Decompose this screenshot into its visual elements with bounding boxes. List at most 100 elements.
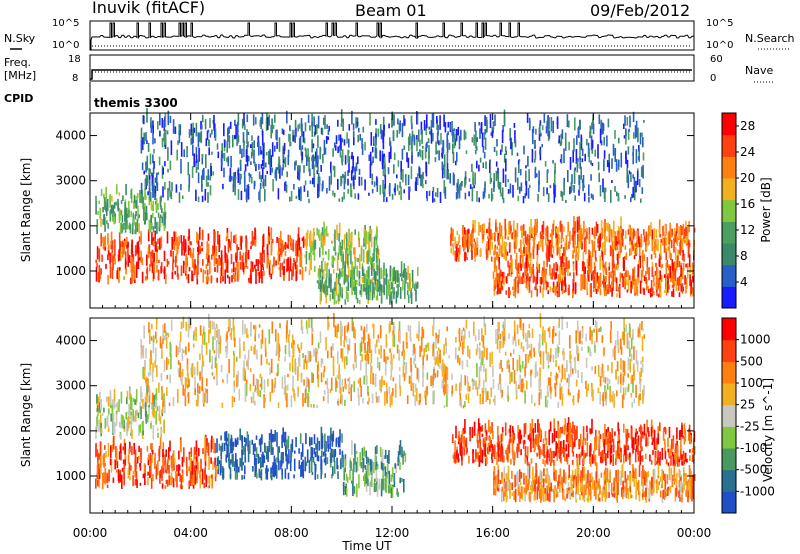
heatmap-cell (186, 468, 189, 472)
heatmap-cell (369, 279, 372, 292)
heatmap-cell (663, 238, 666, 253)
heatmap-cell (468, 228, 470, 234)
heatmap-cell (499, 232, 502, 239)
heatmap-cell (653, 246, 655, 255)
heatmap-cell (246, 129, 248, 144)
heatmap-cell (357, 231, 360, 241)
nsky-panel: N.Sky 10^5 10^0 10^5 10^0 N.Search (4, 18, 795, 51)
heatmap-cell (323, 451, 325, 456)
heatmap-cell (321, 227, 324, 241)
heatmap-cell (456, 449, 458, 460)
heatmap-cell (114, 216, 116, 224)
heatmap-cell (568, 487, 570, 491)
heatmap-cell (524, 277, 526, 284)
heatmap-cell (639, 450, 642, 465)
heatmap-cell (501, 488, 503, 503)
heatmap-cell (396, 290, 399, 296)
heatmap-cell (645, 487, 647, 497)
heatmap-cell (105, 186, 107, 202)
heatmap-cell (688, 243, 691, 248)
heatmap-cell (152, 253, 154, 264)
heatmap-cell (585, 231, 588, 239)
heatmap-cell (366, 251, 368, 264)
heatmap-cell (617, 287, 620, 292)
heatmap-cell (610, 434, 612, 440)
heatmap-cell (282, 246, 285, 252)
heatmap-cell (239, 428, 241, 441)
heatmap-cell (563, 289, 566, 293)
heatmap-cell (119, 212, 121, 221)
heatmap-cell (388, 450, 390, 464)
heatmap-cell (622, 485, 625, 489)
heatmap-cell (356, 298, 359, 304)
heatmap-cell (656, 267, 658, 273)
heatmap-cell (234, 119, 236, 126)
heatmap-cell (678, 430, 681, 440)
heatmap-cell (348, 156, 351, 164)
heatmap-cell (154, 238, 156, 242)
heatmap-cell (578, 126, 580, 138)
heatmap-cell (371, 291, 374, 301)
heatmap-cell (291, 439, 294, 453)
heatmap-cell (558, 446, 561, 458)
heatmap-cell (128, 209, 130, 218)
heatmap-cell (579, 141, 581, 157)
heatmap-cell (536, 244, 539, 258)
heatmap-cell (353, 486, 356, 494)
heatmap-cell (243, 436, 246, 443)
heatmap-cell (394, 463, 396, 469)
heatmap-cell (156, 182, 159, 191)
heatmap-cell (463, 439, 466, 449)
heatmap-cell (534, 150, 537, 160)
heatmap-cell (625, 128, 627, 136)
heatmap-cell (553, 465, 555, 477)
heatmap-cell (254, 264, 256, 269)
heatmap-cell (475, 449, 477, 457)
heatmap-cell (603, 449, 605, 462)
heatmap-cell (148, 407, 150, 417)
heatmap-cell (662, 470, 664, 481)
heatmap-cell (289, 235, 291, 242)
heatmap-cell (210, 457, 212, 464)
heatmap-cell (683, 459, 686, 465)
heatmap-cell (278, 237, 280, 252)
heatmap-cell (517, 159, 520, 165)
heatmap-cell (569, 272, 571, 276)
heatmap-cell (178, 464, 180, 476)
heatmap-cell (113, 435, 115, 450)
heatmap-cell (506, 448, 508, 460)
heatmap-cell (260, 263, 262, 272)
heatmap-cell (151, 261, 154, 273)
heatmap-cell (292, 239, 295, 252)
heatmap-cell (403, 115, 405, 127)
nsearch-tick-top: 10^5 (706, 18, 733, 29)
heatmap-cell (527, 434, 530, 440)
heatmap-cell (119, 222, 122, 235)
heatmap-cell (358, 176, 361, 186)
heatmap-cell (125, 422, 128, 433)
heatmap-cell (661, 263, 664, 268)
heatmap-cell (571, 434, 573, 440)
heatmap-cell (688, 464, 691, 477)
heatmap-cell (399, 273, 402, 277)
heatmap-cell (384, 455, 386, 459)
heatmap-cell (598, 435, 601, 449)
heatmap-cell (152, 125, 154, 134)
heatmap-cell (526, 237, 528, 246)
heatmap-cell (624, 245, 627, 250)
heatmap-cell (251, 231, 254, 246)
heatmap-cell (297, 233, 300, 242)
heatmap-cell (407, 157, 410, 168)
heatmap-cell (608, 440, 610, 453)
heatmap-cell (257, 259, 259, 271)
colorbar-segment (722, 286, 736, 309)
heatmap-cell (573, 245, 576, 253)
heatmap-cell (495, 484, 497, 490)
heatmap-cell (497, 488, 499, 492)
heatmap-cell (632, 244, 634, 252)
heatmap-cell (530, 218, 532, 234)
heatmap-cell (599, 240, 601, 249)
heatmap-cell (299, 254, 301, 267)
heatmap-cell (659, 476, 662, 483)
heatmap-cell (513, 432, 516, 441)
